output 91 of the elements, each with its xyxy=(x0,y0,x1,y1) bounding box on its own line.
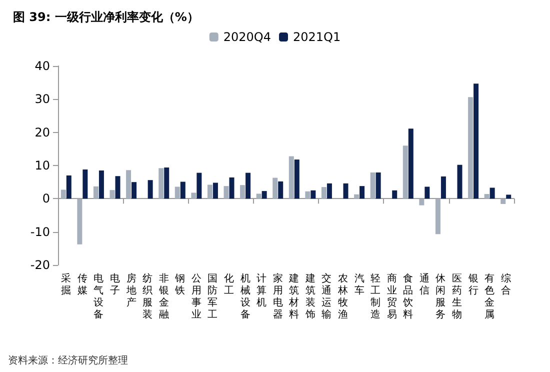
text: 资料来源：经济研究所整理 xyxy=(8,354,128,366)
bar xyxy=(82,169,88,199)
x-tick-label: 汽车 xyxy=(354,272,364,296)
legend-label: 2020Q4 xyxy=(223,30,272,44)
x-tick-label: 交通运输 xyxy=(322,272,332,320)
bar xyxy=(419,198,424,206)
bar xyxy=(126,170,132,199)
bar xyxy=(457,164,462,199)
bar xyxy=(262,191,267,199)
bar xyxy=(278,181,284,199)
bar xyxy=(196,172,202,199)
x-tick-label: 建筑装饰 xyxy=(304,272,316,320)
bar xyxy=(110,190,115,199)
x-tick-label: 家用电器 xyxy=(272,272,283,320)
bar xyxy=(370,172,376,199)
x-tick-label: 非银金融 xyxy=(158,272,169,320)
bar xyxy=(424,186,430,199)
x-tick-label: 国防军工 xyxy=(208,274,218,320)
x-tick-label: 农林牧渔 xyxy=(337,274,348,320)
bar xyxy=(408,128,414,199)
y-tick-label: 40 xyxy=(34,59,50,73)
bar xyxy=(354,194,360,199)
y-tick-label: 0 xyxy=(42,192,50,206)
bar xyxy=(60,190,66,199)
bar xyxy=(474,84,479,199)
bar xyxy=(158,168,164,199)
x-tick-label: 化工 xyxy=(224,272,234,296)
x-tick-label: 传媒 xyxy=(77,274,88,296)
bar xyxy=(66,175,72,199)
x-tick-label: 银行 xyxy=(467,274,478,296)
bar xyxy=(174,186,180,199)
x-tick-label: 商业贸易 xyxy=(386,272,397,320)
x-tick-label: 休闲服务 xyxy=(436,274,446,320)
bar xyxy=(294,160,300,199)
bar xyxy=(115,176,120,199)
bar xyxy=(224,186,229,199)
bar xyxy=(500,198,506,204)
bar xyxy=(310,190,316,199)
bar xyxy=(326,183,332,199)
x-tick-label: 纺织服装 xyxy=(142,272,153,320)
x-tick-label: 钢铁 xyxy=(174,274,186,296)
legend-label: 2021Q1 xyxy=(293,30,341,44)
y-tick-label: -20 xyxy=(30,258,50,272)
x-tick-label: 采掘 xyxy=(61,272,72,296)
bar xyxy=(468,97,474,199)
bar xyxy=(212,182,218,199)
bar xyxy=(132,182,137,199)
x-tick-label: 轻工制造 xyxy=(370,272,381,320)
y-tick-label: 30 xyxy=(34,92,50,106)
x-tick-label: 电气设备 xyxy=(94,272,104,320)
x-tick-label: 建筑材料 xyxy=(288,272,300,320)
y-tick-label: 10 xyxy=(34,158,50,172)
bar xyxy=(321,187,326,199)
bar xyxy=(343,183,348,199)
bar xyxy=(77,198,82,244)
bar xyxy=(435,198,440,234)
bar xyxy=(256,194,262,199)
bar xyxy=(272,178,278,199)
bar xyxy=(98,170,104,199)
x-tick-label: 房地产 xyxy=(125,272,136,308)
x-tick-label: 电子 xyxy=(110,272,120,296)
y-tick-label: -10 xyxy=(30,224,50,239)
x-tick-label: 综合 xyxy=(500,272,511,296)
bar xyxy=(490,188,495,199)
bar xyxy=(93,186,98,199)
bar xyxy=(360,186,365,199)
bar xyxy=(148,180,153,199)
bar xyxy=(164,167,170,199)
bar xyxy=(305,191,310,199)
x-tick-label: 计算机 xyxy=(256,272,267,308)
bar xyxy=(229,177,234,199)
x-tick-label: 食品饮料 xyxy=(402,272,414,320)
x-tick-label: 医药生物 xyxy=(452,274,462,320)
chart-title: 图 39: 一级行业净利率变化（%） xyxy=(13,10,199,24)
bar xyxy=(180,182,186,199)
x-tick-label: 有色金属 xyxy=(484,272,495,320)
y-tick-label: 20 xyxy=(34,125,50,140)
x-tick-label: 公用事业 xyxy=(191,272,202,320)
bar xyxy=(376,172,381,199)
bar xyxy=(440,176,446,199)
bar xyxy=(240,185,246,199)
bar xyxy=(392,190,398,199)
bar xyxy=(288,156,294,199)
bar xyxy=(506,194,512,199)
x-tick-label: 机械设备 xyxy=(240,272,250,320)
bar xyxy=(191,192,196,199)
x-tick-label: 通信 xyxy=(419,272,430,296)
bar xyxy=(484,194,490,199)
bar xyxy=(207,184,212,199)
bar xyxy=(402,146,408,199)
bar xyxy=(246,172,251,199)
